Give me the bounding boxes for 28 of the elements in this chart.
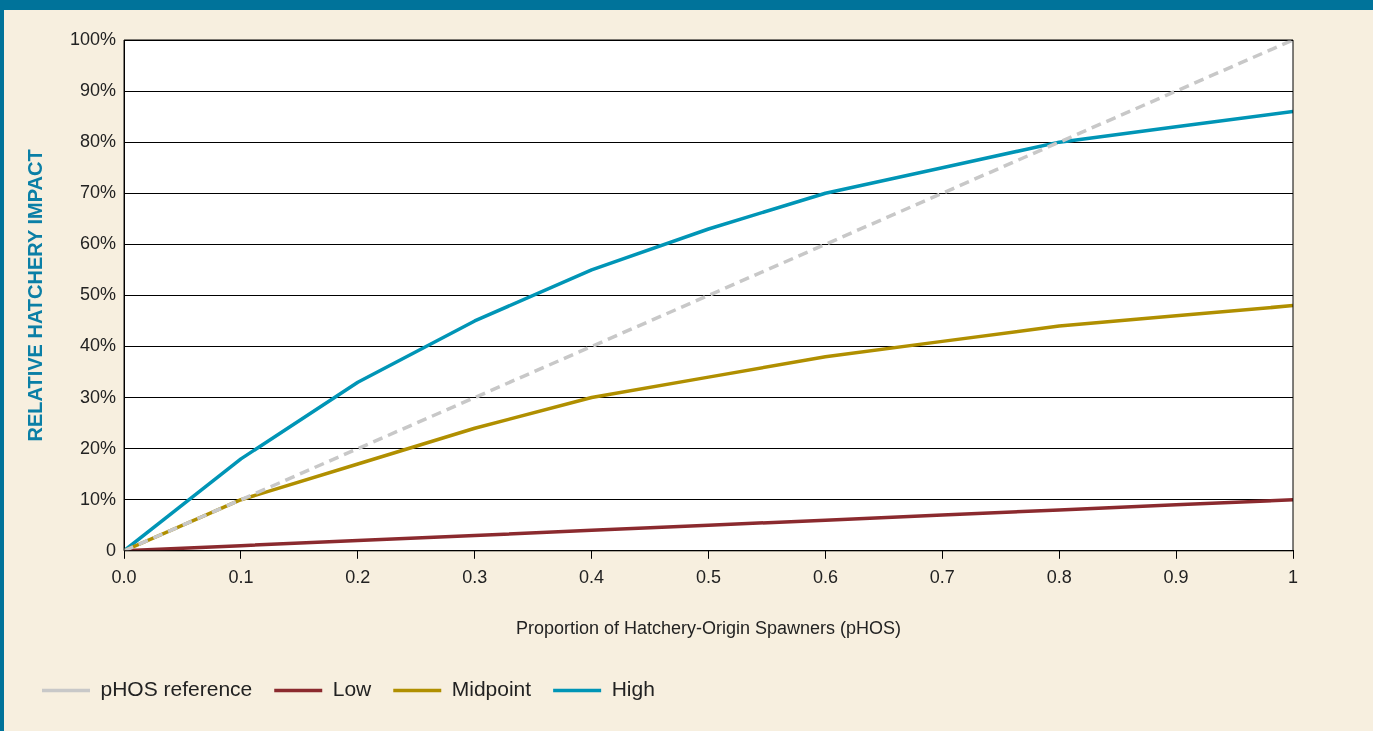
x-tick-label: 1 [1287,566,1299,587]
x-tick-label: 0.8 [1046,566,1072,587]
y-tick-label: 10% [80,488,117,509]
x-tick-label: 0.7 [929,566,955,587]
x-axis-title: Proportion of Hatchery-Origin Spawners (pHOS) [515,618,902,639]
x-tick-label: 0.4 [579,566,605,587]
y-tick-label: 40% [80,335,117,356]
legend-label: Low [332,677,373,701]
x-tick-label: 0.0 [111,566,137,587]
legend-label: Midpoint [451,677,532,701]
y-tick-label: 30% [80,386,117,407]
y-axis-title: RELATIVE HATCHERY IMPACT [23,149,46,442]
x-tick-label: 0.9 [1163,566,1189,587]
y-tick-label: 50% [80,284,117,305]
legend-label: pHOS reference [100,677,253,701]
y-tick-label: 20% [80,437,117,458]
x-tick-label: 0.1 [228,566,254,587]
y-tick-label: 0 [106,539,117,560]
x-tick-label: 0.5 [696,566,722,587]
x-tick-label: 0.2 [345,566,371,587]
x-tick-label: 0.6 [812,566,838,587]
y-tick-label: 100% [69,28,117,49]
y-tick-label: 70% [80,182,117,203]
legend-label: High [611,677,655,701]
y-tick-label: 80% [80,131,117,152]
y-tick-label: 90% [80,80,117,101]
x-tick-label: 0.3 [462,566,488,587]
y-tick-label: 60% [80,233,117,254]
